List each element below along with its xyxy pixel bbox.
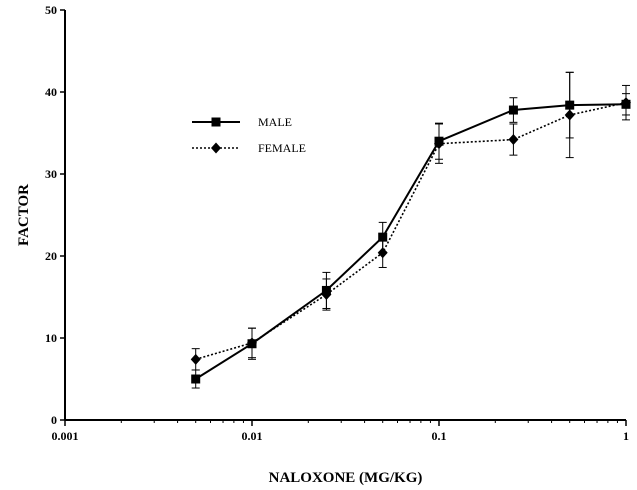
y-axis-title: FACTOR bbox=[16, 184, 32, 246]
y-tick-label: 10 bbox=[45, 331, 57, 345]
legend-entry-female: FEMALE bbox=[192, 141, 306, 155]
y-tick-label: 20 bbox=[45, 249, 57, 263]
x-ticks: 0.001 0.01 0.1 1 bbox=[52, 420, 629, 443]
series-line-female bbox=[195, 101, 627, 361]
legend-marker bbox=[211, 117, 221, 127]
legend-label: FEMALE bbox=[258, 141, 306, 155]
legend: MALE FEMALE bbox=[192, 115, 306, 155]
data-point bbox=[321, 289, 332, 301]
data-point bbox=[378, 232, 388, 242]
data-point bbox=[508, 134, 519, 146]
y-tick-label: 0 bbox=[51, 413, 57, 427]
x-tick-label: 1 bbox=[623, 429, 629, 443]
data-point bbox=[564, 109, 575, 121]
x-tick-label: 0.001 bbox=[52, 429, 79, 443]
legend-label: MALE bbox=[258, 115, 292, 129]
legend-marker bbox=[211, 142, 221, 154]
x-tick-label: 0.1 bbox=[432, 429, 447, 443]
y-tick-label: 50 bbox=[45, 3, 57, 17]
axes bbox=[64, 10, 626, 421]
x-tick-label: 0.01 bbox=[242, 429, 263, 443]
data-point bbox=[190, 353, 201, 365]
y-ticks: 0 10 20 30 40 50 bbox=[45, 3, 65, 427]
data-point bbox=[377, 247, 388, 259]
data-point bbox=[434, 138, 444, 150]
data-point bbox=[621, 97, 631, 109]
y-tick-label: 30 bbox=[45, 167, 57, 181]
data-point bbox=[508, 105, 518, 115]
legend-entry-male: MALE bbox=[192, 115, 292, 129]
x-axis-title: NALOXONE (MG/KG) bbox=[269, 470, 423, 486]
y-tick-label: 40 bbox=[45, 85, 57, 99]
series-layer bbox=[190, 71, 631, 389]
data-point bbox=[191, 374, 201, 384]
series-female bbox=[190, 71, 631, 371]
data-point bbox=[247, 337, 257, 349]
